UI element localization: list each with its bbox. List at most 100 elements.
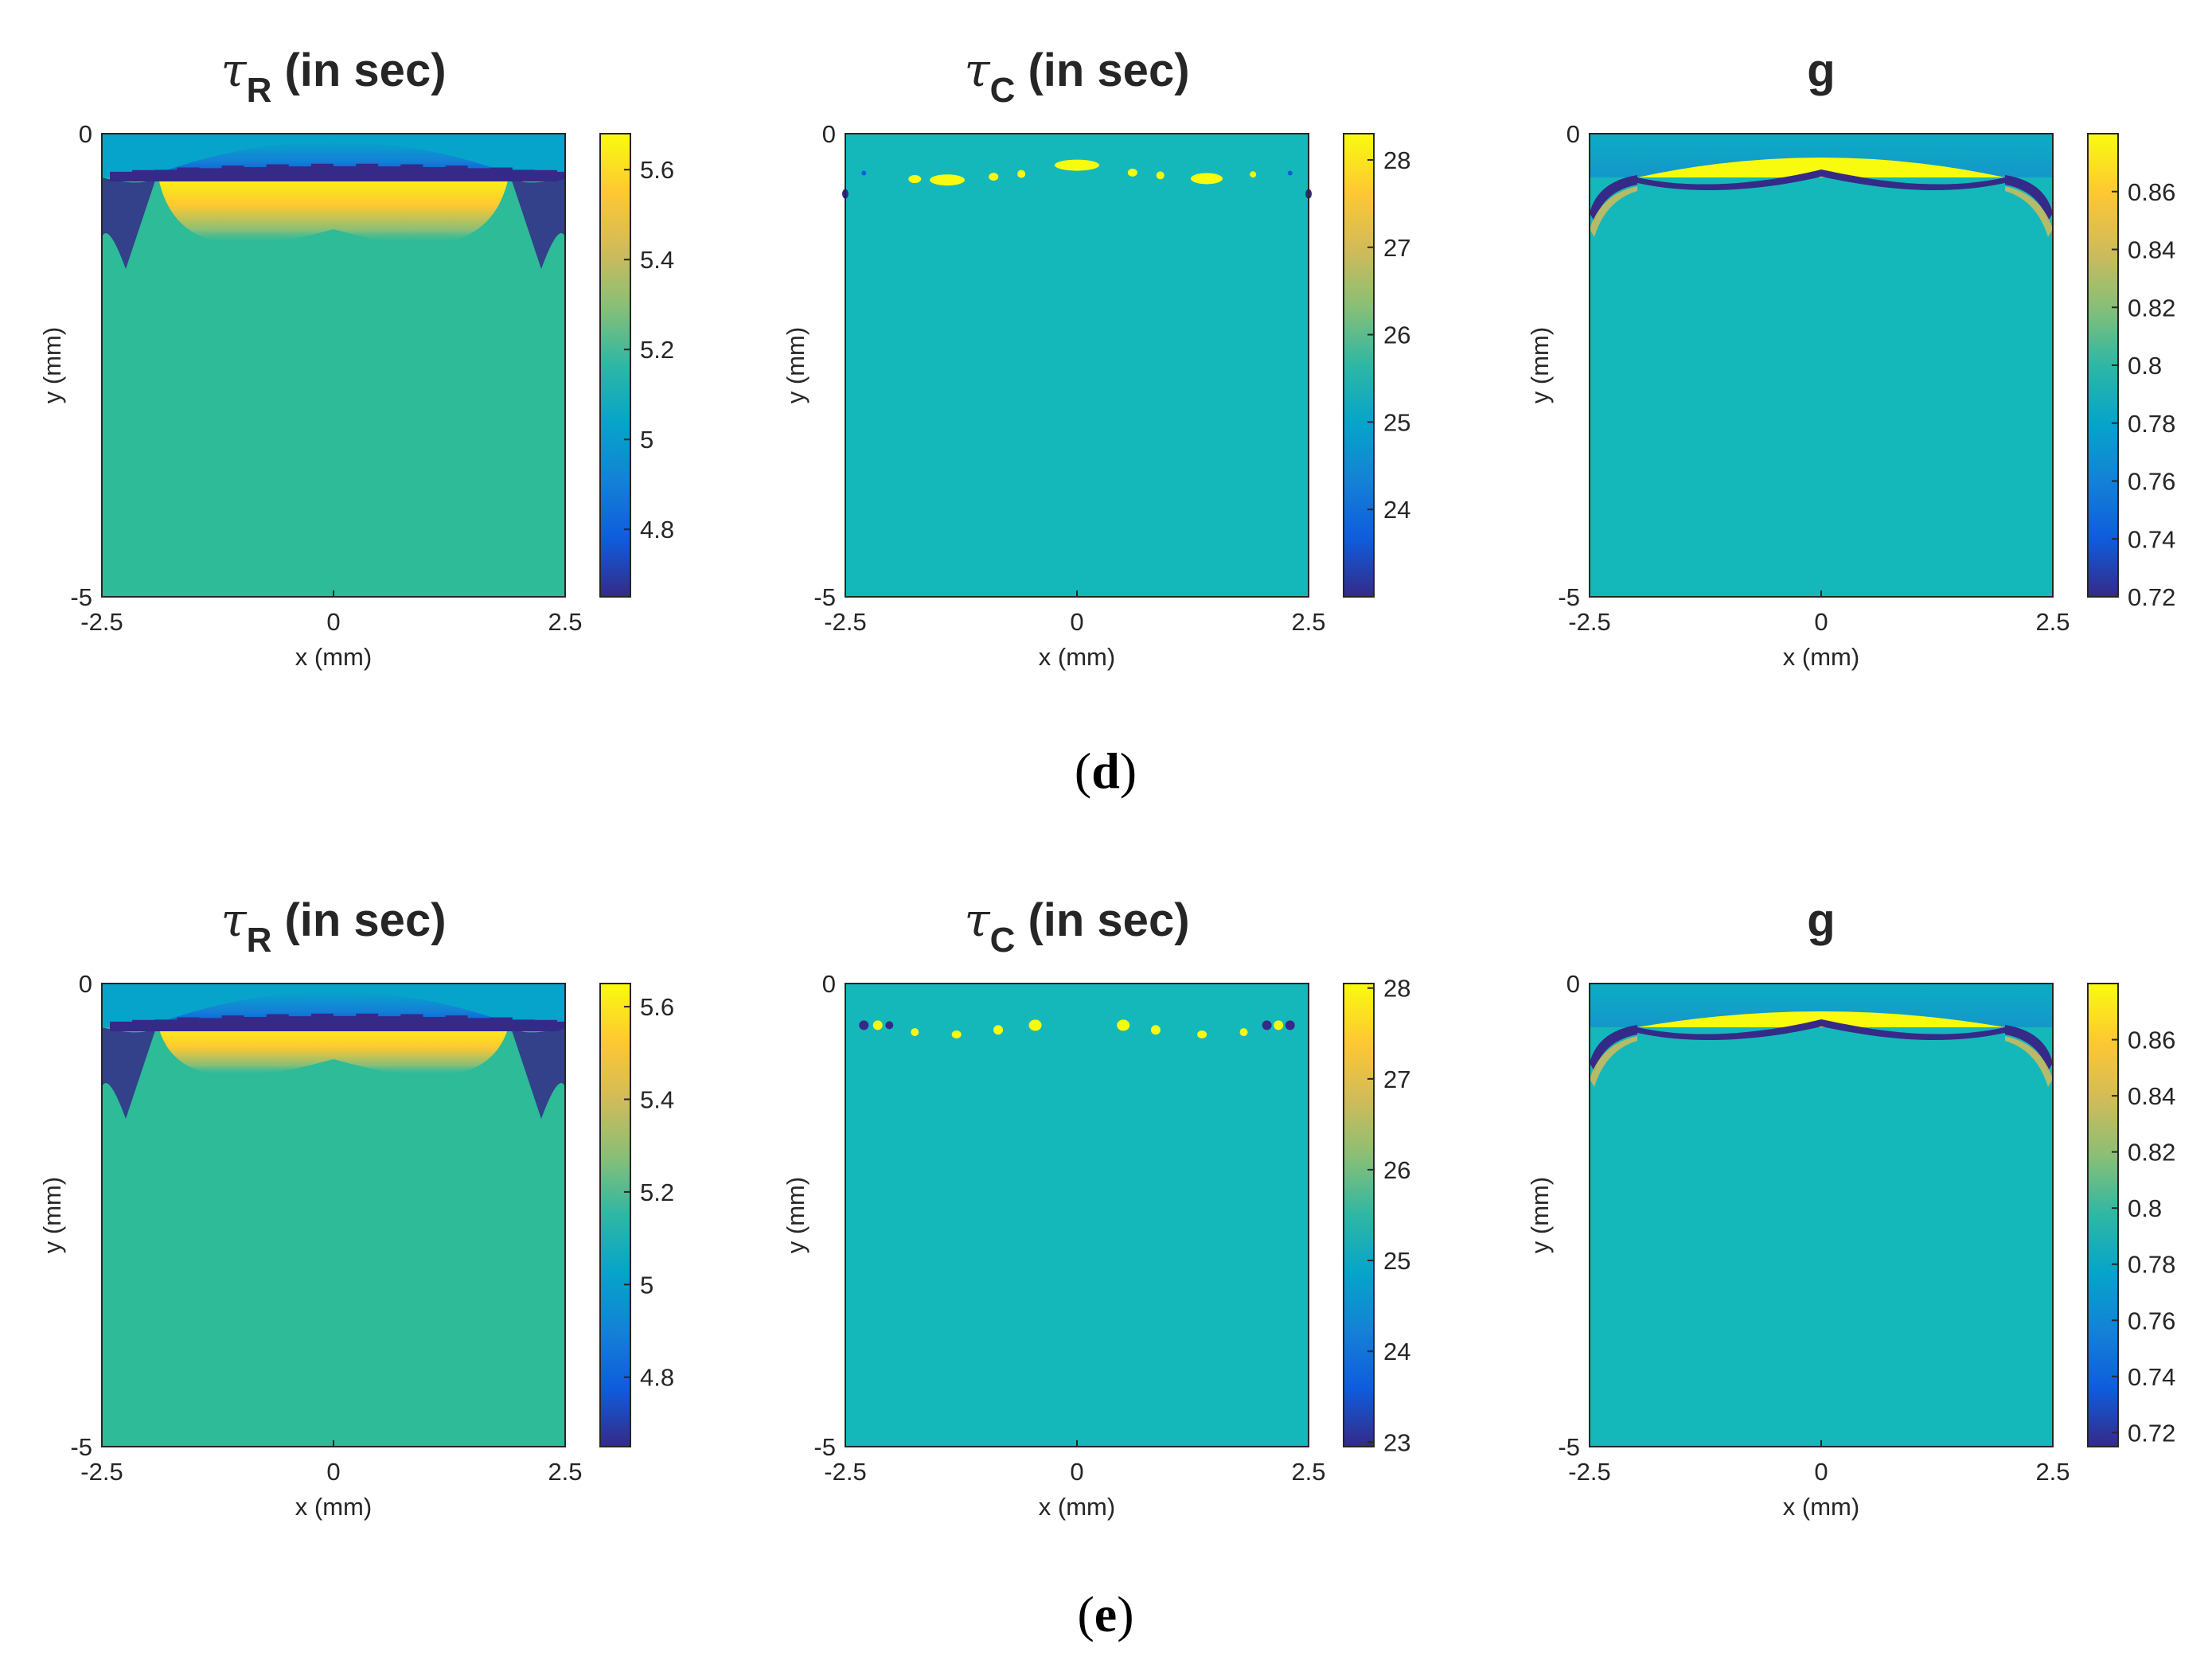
left-arc-dark: [1590, 175, 1637, 221]
dark-band: [1637, 169, 2005, 191]
y-tick-label: -5: [70, 1433, 92, 1461]
heatmap-background: [845, 134, 1309, 597]
y-axis-label: y (mm): [38, 1177, 66, 1253]
title-symbol: τ: [964, 43, 990, 97]
colorbar-tick-label: 0.82: [2128, 1139, 2175, 1167]
left-arc-light: [1590, 186, 1637, 237]
interface-strip: [110, 163, 565, 181]
colorbar-tick-label: 0.76: [2128, 1307, 2175, 1334]
panel-title: τR (in sec): [220, 893, 446, 960]
spot-8: [1150, 1025, 1161, 1035]
title-rest: (in sec): [1015, 45, 1189, 96]
colorbar: [599, 983, 631, 1447]
x-tick-label: 0: [1070, 608, 1083, 636]
x-axis-label: x (mm): [295, 643, 372, 671]
x-tick-label: -2.5: [1568, 608, 1610, 636]
colorbar-tick-label: 4.8: [640, 516, 674, 543]
panel-e-tauR: τR (in sec) -2.5 0 2.5 -5 0 x (mm) y (mm) 5.6 5.4…: [38, 893, 674, 1521]
x-tick-label: 0: [326, 1458, 340, 1486]
yellow-lobe: [158, 1023, 509, 1077]
title-subscript: C: [990, 921, 1016, 960]
yellow-dome: [1637, 158, 2005, 177]
colorbar-tick-label: 26: [1383, 1156, 1410, 1184]
left-dark-arc: [102, 1023, 158, 1119]
spot-6: [1127, 168, 1137, 177]
title-symbol: τ: [220, 893, 247, 947]
dark-band: [1637, 1019, 2005, 1041]
title-rest: (in sec): [1015, 894, 1189, 946]
heatmap-background: [1590, 134, 2053, 597]
title-subscript: R: [247, 71, 272, 110]
title-symbol: τ: [964, 893, 990, 947]
x-tick-label: -2.5: [1568, 1458, 1610, 1486]
spot-5: [1055, 159, 1099, 171]
panel-title: g: [1807, 894, 1835, 946]
x-tick-label: 2.5: [548, 1458, 582, 1486]
x-axis-label: x (mm): [1039, 643, 1115, 671]
left-arc-dark: [1590, 1025, 1637, 1071]
colorbar-tick-label: 5: [640, 1271, 653, 1299]
heatmap-background: [845, 984, 1309, 1447]
right-arc-dark: [2005, 1025, 2053, 1071]
colorbar-tick-label: 24: [1383, 496, 1410, 524]
map-features: [102, 984, 565, 1119]
y-axis-label: y (mm): [782, 1177, 810, 1253]
y-axis-label: y (mm): [38, 327, 66, 403]
x-axis-label: x (mm): [295, 1493, 372, 1521]
right-arc-light: [2005, 1036, 2053, 1087]
y-axis-label: y (mm): [1526, 327, 1554, 403]
panel-title: g: [1807, 45, 1835, 96]
right-dark-arc: [509, 173, 565, 269]
spot-3: [989, 173, 999, 181]
colorbar-tick-label: 0.84: [2128, 236, 2175, 264]
colorbar-tick-label: 5.4: [640, 246, 674, 274]
left-arc-light: [1590, 1036, 1637, 1087]
colorbar-tick-label: 0.74: [2128, 1363, 2175, 1391]
spot-13: [1285, 1020, 1295, 1030]
x-tick-label: -2.5: [80, 608, 123, 636]
panel-d-tauC: τC (in sec) -2.5 0 2.5 -5 0 x (mm) y (mm) 28 27 26…: [782, 43, 1410, 671]
spot-12: [1274, 1020, 1284, 1030]
spot-5: [993, 1025, 1004, 1035]
right-dark-arc: [509, 1023, 565, 1119]
x-tick-label: 2.5: [2035, 608, 2070, 636]
title-rest: (in sec): [271, 45, 446, 96]
x-axis-label: x (mm): [1783, 643, 1859, 671]
x-tick-label: -2.5: [80, 1458, 123, 1486]
title-subscript: C: [990, 71, 1016, 110]
x-axis-label: x (mm): [1039, 1493, 1115, 1521]
y-tick-label: 0: [1566, 120, 1580, 148]
panels: τR (in sec)-2.5 0 2.5-50x (mm)y (mm)5.65.4…: [38, 43, 2175, 1521]
x-tick-label: -2.5: [824, 1458, 866, 1486]
x-axis-label: x (mm): [1783, 1493, 1859, 1521]
colorbar: [2087, 983, 2119, 1447]
caption-d: (d): [1075, 742, 1137, 799]
spot-7: [1117, 1019, 1130, 1031]
y-tick-label: -5: [813, 1433, 836, 1461]
caption-e: (e): [1077, 1586, 1133, 1642]
right-arc-dark: [2005, 175, 2053, 221]
spot-1: [908, 175, 922, 184]
y-tick-label: -5: [813, 583, 836, 611]
x-tick-label: 2.5: [1291, 608, 1325, 636]
spot-6: [1028, 1019, 1042, 1031]
panel-title: τC (in sec): [964, 893, 1189, 960]
spot-2: [930, 174, 966, 186]
y-axis-label: y (mm): [782, 327, 810, 403]
spot-0: [859, 1020, 869, 1030]
colorbar-tick-label: 5.2: [640, 1178, 674, 1206]
colorbar-tick-label: 23: [1383, 1428, 1410, 1456]
spot-4: [951, 1030, 962, 1039]
spot-8: [1190, 173, 1223, 185]
spot-0: [861, 170, 867, 176]
map-features: [1590, 984, 2053, 1087]
interface-strip: [110, 1013, 565, 1031]
x-tick-label: 2.5: [2035, 1458, 2070, 1486]
colorbar-tick-label: 0.78: [2128, 410, 2175, 438]
colorbar: [1343, 133, 1375, 598]
colorbar-tick-label: 27: [1383, 234, 1410, 262]
colorbar-tick-label: 0.86: [2128, 1026, 2175, 1054]
colorbar-tick-label: 0.76: [2128, 468, 2175, 496]
colorbar-tick-label: 0.84: [2128, 1082, 2175, 1110]
